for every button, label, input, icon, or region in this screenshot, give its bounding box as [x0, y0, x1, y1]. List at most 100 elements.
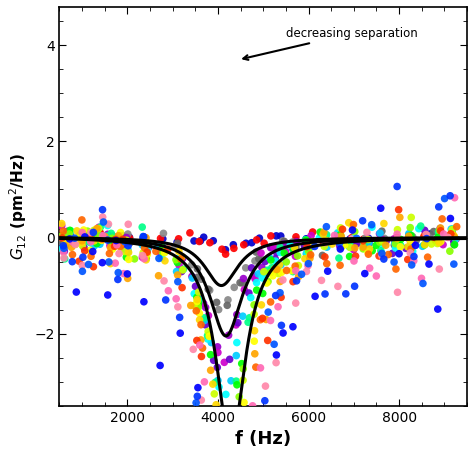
Point: [394, 288, 401, 296]
Point: [98, 233, 105, 241]
Point: [291, 244, 298, 251]
Point: [276, 249, 284, 256]
Point: [204, 286, 212, 293]
Point: [115, 250, 123, 257]
Point: [204, 335, 211, 343]
Point: [452, 235, 459, 243]
Point: [304, 236, 312, 243]
Point: [381, 235, 388, 242]
Point: [195, 295, 202, 303]
Point: [392, 237, 399, 244]
Point: [267, 232, 274, 239]
Point: [159, 246, 167, 253]
Point: [323, 260, 330, 268]
Point: [307, 251, 314, 258]
Point: [121, 238, 128, 245]
Point: [393, 235, 401, 242]
Point: [409, 233, 417, 240]
Point: [337, 233, 345, 240]
Point: [412, 237, 420, 244]
Point: [87, 238, 94, 245]
Point: [86, 235, 93, 242]
Point: [261, 269, 268, 276]
Point: [378, 236, 386, 243]
Point: [303, 249, 311, 256]
Point: [272, 292, 280, 299]
Point: [292, 263, 299, 270]
Text: decreasing separation: decreasing separation: [243, 27, 418, 60]
Point: [421, 241, 428, 248]
Point: [295, 273, 302, 280]
Point: [450, 233, 458, 240]
Point: [321, 290, 329, 298]
Point: [240, 286, 248, 293]
Point: [279, 276, 287, 283]
Point: [140, 233, 147, 240]
Point: [214, 377, 222, 384]
Point: [353, 239, 360, 247]
Point: [171, 243, 179, 250]
Point: [450, 238, 457, 245]
Point: [119, 232, 127, 239]
Point: [138, 241, 146, 248]
Point: [273, 249, 281, 256]
Point: [405, 232, 412, 239]
Point: [196, 310, 203, 317]
Point: [289, 268, 297, 275]
Point: [267, 298, 274, 306]
Point: [447, 215, 454, 222]
Point: [179, 266, 186, 273]
Point: [92, 234, 100, 242]
Point: [197, 237, 204, 244]
Point: [173, 295, 180, 303]
Point: [437, 224, 444, 232]
Point: [93, 240, 100, 247]
Point: [379, 252, 386, 259]
Point: [277, 233, 284, 240]
Point: [276, 289, 284, 296]
Point: [188, 261, 195, 268]
Point: [365, 239, 373, 246]
Point: [196, 413, 204, 420]
Point: [199, 344, 206, 352]
Point: [257, 364, 264, 371]
Point: [273, 267, 280, 274]
Point: [104, 222, 111, 229]
Point: [248, 239, 255, 246]
Point: [257, 256, 265, 263]
Point: [80, 238, 87, 246]
Point: [95, 225, 102, 232]
Point: [251, 350, 259, 358]
Point: [406, 237, 414, 244]
Point: [266, 254, 273, 261]
Point: [100, 218, 107, 226]
Point: [345, 219, 353, 226]
Point: [334, 229, 342, 236]
Point: [337, 224, 344, 232]
Point: [346, 244, 354, 251]
Point: [348, 234, 356, 241]
Point: [336, 242, 343, 249]
Point: [301, 243, 308, 250]
Point: [353, 240, 361, 247]
Point: [336, 239, 343, 247]
Point: [60, 248, 67, 256]
Point: [58, 232, 66, 239]
Point: [289, 245, 296, 252]
Point: [262, 316, 270, 323]
Point: [320, 235, 328, 243]
Point: [444, 234, 452, 241]
Point: [391, 239, 399, 247]
Point: [292, 243, 300, 251]
Point: [368, 247, 376, 254]
Point: [264, 337, 272, 344]
Point: [368, 221, 375, 228]
Point: [61, 241, 68, 248]
Point: [74, 234, 82, 242]
Point: [192, 399, 200, 406]
Point: [194, 273, 201, 281]
Point: [193, 293, 201, 301]
Point: [116, 241, 123, 248]
Point: [230, 245, 237, 252]
Point: [96, 241, 104, 248]
